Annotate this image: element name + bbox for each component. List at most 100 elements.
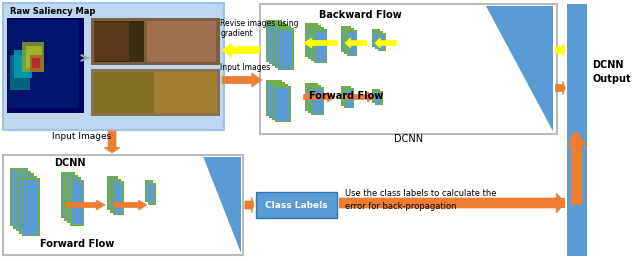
- Polygon shape: [162, 157, 241, 253]
- Polygon shape: [114, 200, 147, 210]
- Bar: [307, 85, 317, 110]
- Polygon shape: [345, 92, 375, 102]
- Polygon shape: [567, 135, 587, 203]
- Bar: [256, 192, 337, 218]
- Bar: [94, 72, 217, 113]
- Bar: [310, 86, 320, 111]
- Bar: [66, 176, 77, 219]
- Text: DCNN: DCNN: [394, 134, 423, 144]
- Bar: [270, 84, 283, 116]
- Bar: [268, 81, 280, 115]
- Bar: [147, 181, 151, 200]
- Text: DCNN
Output: DCNN Output: [592, 60, 630, 84]
- Text: Class Labels: Class Labels: [265, 200, 328, 210]
- Text: Backward Flow: Backward Flow: [319, 10, 402, 20]
- Bar: [94, 72, 154, 113]
- Bar: [380, 34, 384, 50]
- Bar: [72, 181, 83, 224]
- Bar: [308, 85, 321, 113]
- Text: Input Images: Input Images: [220, 63, 271, 72]
- Bar: [305, 23, 318, 57]
- Bar: [266, 80, 282, 116]
- Bar: [148, 182, 156, 205]
- Text: Raw Saliency Map: Raw Saliency Map: [10, 7, 95, 16]
- Bar: [375, 91, 383, 105]
- Bar: [92, 69, 220, 116]
- Bar: [349, 32, 356, 55]
- Bar: [310, 27, 320, 57]
- Bar: [10, 55, 29, 90]
- Bar: [278, 28, 294, 70]
- Polygon shape: [412, 6, 554, 132]
- Bar: [14, 50, 32, 78]
- Text: Forward Flow: Forward Flow: [40, 239, 114, 249]
- Bar: [341, 86, 351, 106]
- Bar: [312, 27, 324, 61]
- Bar: [273, 26, 286, 64]
- Bar: [110, 179, 121, 212]
- Bar: [572, 133, 581, 205]
- Bar: [276, 27, 289, 67]
- Bar: [111, 180, 120, 211]
- Bar: [378, 33, 386, 51]
- Bar: [7, 18, 84, 113]
- Bar: [275, 26, 291, 68]
- Bar: [279, 29, 292, 68]
- Bar: [26, 46, 42, 68]
- Bar: [3, 155, 243, 255]
- Bar: [372, 89, 380, 103]
- Bar: [307, 25, 317, 56]
- Polygon shape: [222, 43, 260, 57]
- Polygon shape: [303, 38, 337, 48]
- Bar: [373, 31, 378, 45]
- Bar: [8, 20, 79, 108]
- Bar: [344, 28, 354, 54]
- Polygon shape: [162, 157, 241, 253]
- Bar: [22, 178, 40, 236]
- Bar: [29, 55, 42, 71]
- Bar: [342, 27, 349, 50]
- Bar: [19, 175, 36, 234]
- Bar: [341, 26, 351, 52]
- Polygon shape: [104, 131, 120, 153]
- Bar: [346, 90, 353, 106]
- Bar: [276, 87, 289, 121]
- Bar: [347, 30, 357, 56]
- Bar: [13, 170, 31, 228]
- Polygon shape: [303, 92, 335, 102]
- Bar: [23, 180, 38, 234]
- Bar: [308, 25, 321, 59]
- Bar: [266, 20, 282, 62]
- Bar: [316, 31, 326, 62]
- Bar: [269, 22, 285, 64]
- Polygon shape: [375, 38, 397, 48]
- Bar: [313, 28, 323, 60]
- Bar: [313, 88, 323, 114]
- Bar: [10, 168, 28, 226]
- Bar: [63, 174, 74, 217]
- Bar: [22, 42, 44, 72]
- Bar: [272, 84, 287, 120]
- Bar: [65, 175, 78, 221]
- Bar: [107, 176, 118, 210]
- Bar: [145, 180, 153, 202]
- Text: Use the class labels to calculate the
error for back-propagation: Use the class labels to calculate the er…: [345, 189, 497, 211]
- Bar: [20, 177, 35, 232]
- Polygon shape: [245, 197, 254, 213]
- Text: Forward Flow: Forward Flow: [309, 91, 383, 101]
- Text: DCNN: DCNN: [54, 158, 86, 168]
- Bar: [372, 29, 380, 47]
- Bar: [260, 4, 557, 134]
- Bar: [314, 29, 327, 63]
- Bar: [376, 33, 381, 48]
- Bar: [70, 180, 84, 226]
- Bar: [275, 86, 291, 122]
- Bar: [312, 87, 324, 115]
- Bar: [94, 22, 129, 61]
- Bar: [273, 86, 286, 118]
- Bar: [69, 179, 80, 222]
- Bar: [12, 169, 26, 224]
- Bar: [269, 82, 285, 118]
- Bar: [270, 23, 283, 62]
- Bar: [113, 181, 124, 215]
